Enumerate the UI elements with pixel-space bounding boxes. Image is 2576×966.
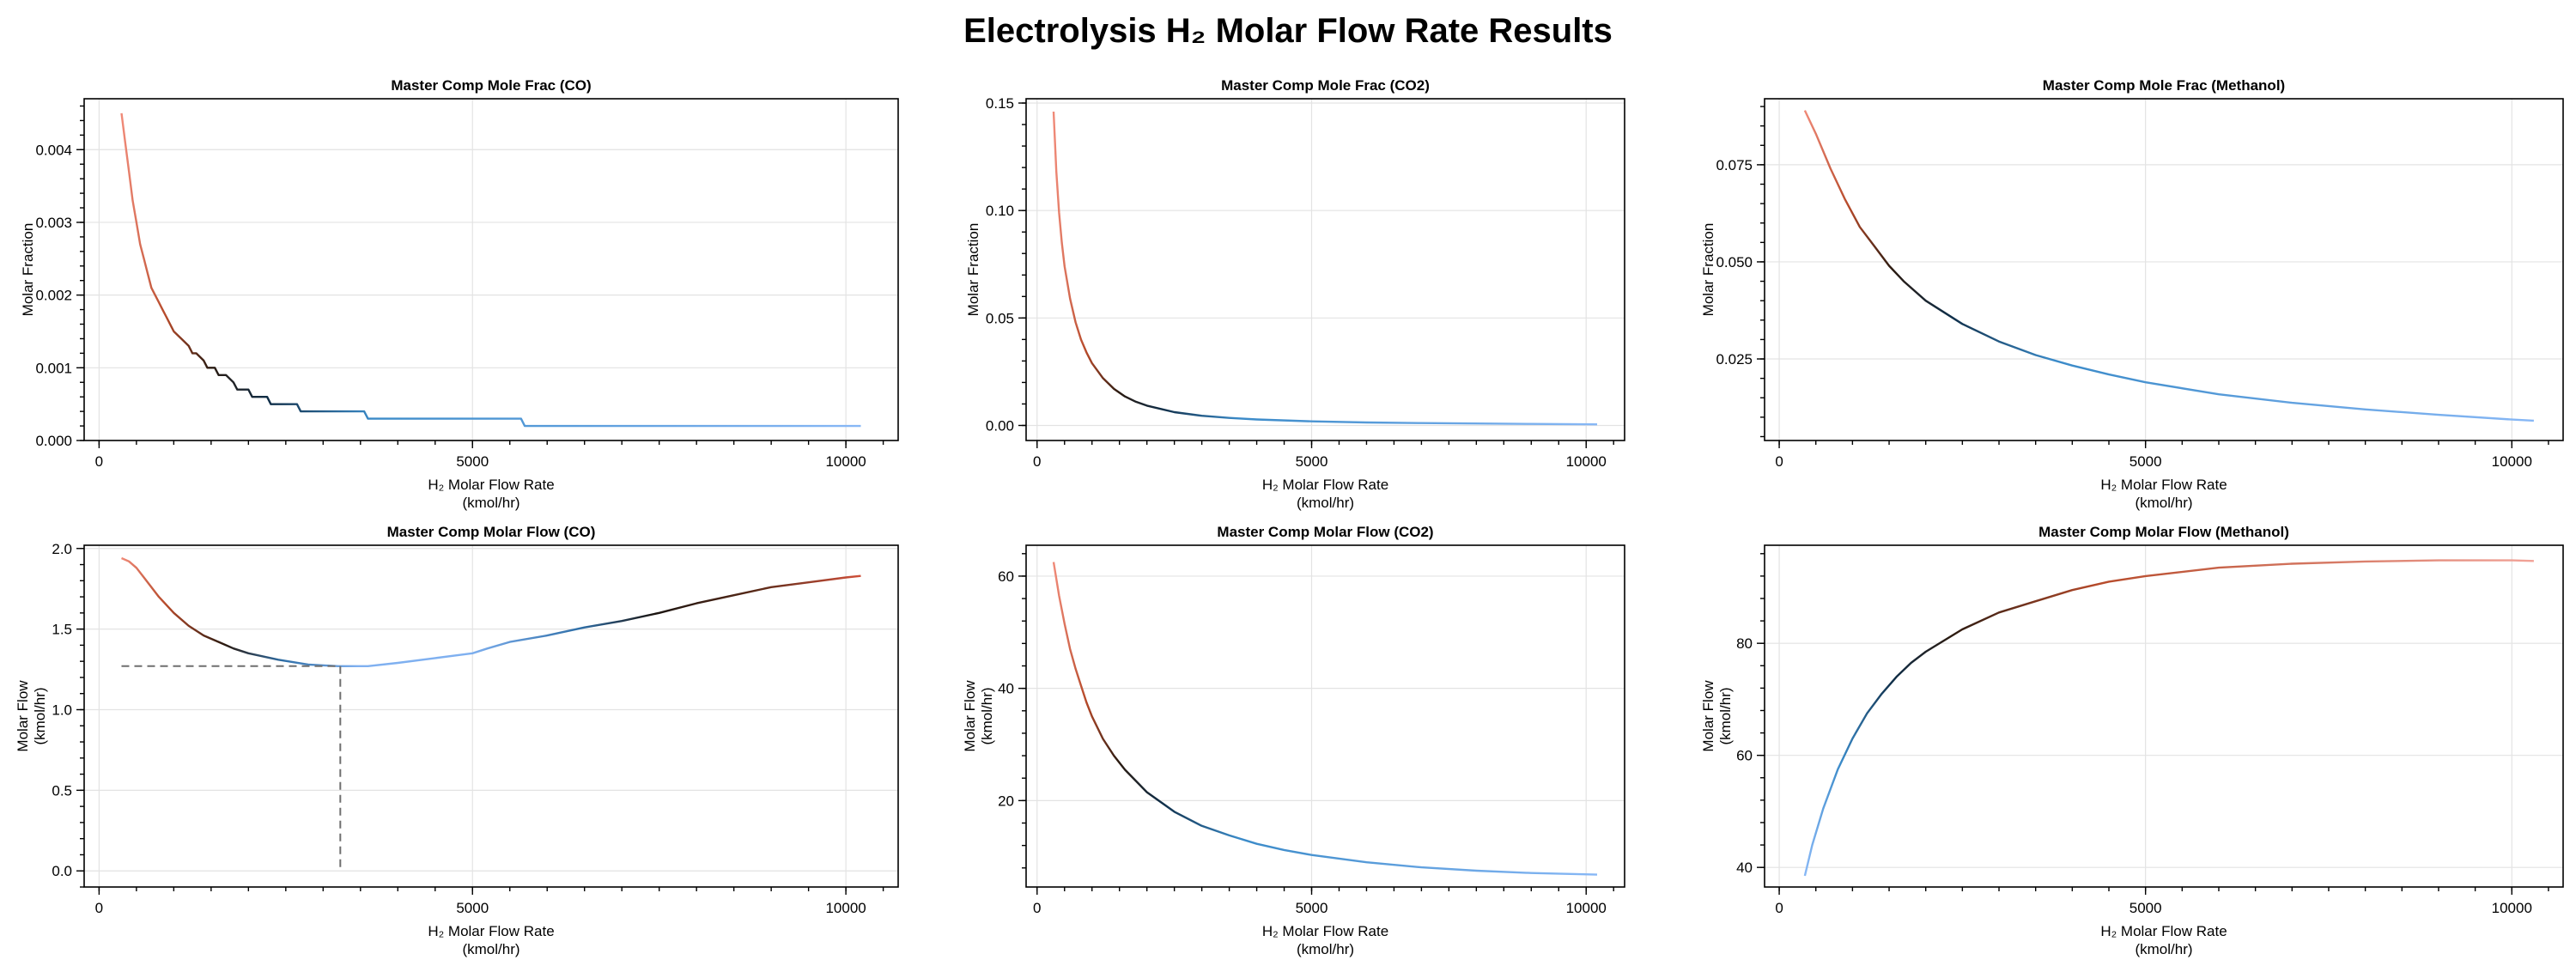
y-tick-label: 2.0 [52, 541, 72, 557]
plot-frame [1025, 544, 1625, 888]
y-tick-label: 60 [1736, 748, 1753, 764]
x-tick-label: 5000 [456, 900, 489, 916]
x-axis-label: H₂ Molar Flow Rate [428, 477, 554, 493]
x-tick-label: 0 [1033, 900, 1041, 916]
y-tick-label: 0.075 [1716, 157, 1753, 173]
series-line-1 [1803, 559, 2534, 877]
x-tick-label: 0 [1775, 453, 1783, 470]
plot-frame [1764, 98, 2564, 441]
x-tick-label: 5000 [2129, 900, 2162, 916]
y-tick-label: 1.0 [52, 702, 72, 718]
y-tick-label: 0.002 [35, 288, 72, 304]
x-tick-label: 0 [95, 900, 103, 916]
y-axis-label: (kmol/hr) [32, 687, 48, 744]
y-tick-label: 0.5 [52, 782, 72, 799]
subplot-1: 0 5000 10000 0.000 0.001 0.002 0.003 0.004 Maste… [20, 77, 899, 511]
x-axis-label: (kmol/hr) [1297, 941, 1354, 957]
subplot-3: 0 5000 10000 0.025 0.050 0.075 Master Comp Mol… [1700, 77, 2564, 511]
plot-frame [1025, 98, 1625, 441]
subplot-5: 0 5000 10000 20 40 60 Master Comp Molar Flow (… [962, 524, 1625, 957]
y-axis-label: (kmol/hr) [1717, 687, 1734, 744]
y-tick-label: 0.10 [986, 203, 1014, 219]
y-tick-label: 0.004 [35, 142, 72, 158]
x-axis-label: H₂ Molar Flow Rate [1262, 477, 1388, 493]
y-tick-label: 0.050 [1716, 254, 1753, 270]
y-tick-label: 20 [998, 793, 1014, 809]
x-tick-label: 10000 [825, 453, 866, 470]
plot-frame [1764, 544, 2564, 888]
series-line-1 [1052, 111, 1598, 426]
y-tick-label: 0.15 [986, 95, 1014, 112]
y-tick-label: 1.5 [52, 622, 72, 638]
x-axis-label: (kmol/hr) [462, 941, 519, 957]
y-tick-label: 0.00 [986, 417, 1014, 434]
x-axis-label: (kmol/hr) [1297, 495, 1354, 511]
x-tick-label: 10000 [2492, 900, 2532, 916]
series-line-1 [1803, 110, 2534, 422]
series-line-1 [120, 112, 861, 428]
x-axis-label: H₂ Molar Flow Rate [2100, 477, 2227, 493]
y-tick-label: 0.003 [35, 215, 72, 231]
y-tick-label: 0.001 [35, 360, 72, 376]
y-tick-label: 0.0 [52, 863, 72, 879]
subplot-4: 0 5000 10000 0.0 0.5 1.0 1.5 2.0 Master Comp Mol… [15, 524, 899, 957]
y-axis-label: Molar Fraction [20, 223, 36, 317]
x-tick-label: 5000 [1296, 453, 1328, 470]
x-axis-label: H₂ Molar Flow Rate [428, 923, 554, 939]
x-tick-label: 5000 [2129, 453, 2162, 470]
subplot-title: Master Comp Mole Frac (CO2) [1221, 77, 1430, 94]
subplot-title: Master Comp Molar Flow (Methanol) [2038, 524, 2289, 540]
y-tick-label: 40 [998, 681, 1014, 697]
series-line-1 [121, 556, 861, 667]
x-axis-label: (kmol/hr) [2135, 495, 2192, 511]
subplot-title: Master Comp Molar Flow (CO2) [1217, 524, 1433, 540]
x-tick-label: 0 [95, 453, 103, 470]
x-axis-label: H₂ Molar Flow Rate [2100, 923, 2227, 939]
x-tick-label: 5000 [1296, 900, 1328, 916]
x-axis-label: H₂ Molar Flow Rate [1262, 923, 1388, 939]
y-tick-label: 60 [998, 568, 1014, 585]
y-axis-label: Molar Fraction [965, 223, 981, 317]
subplot-title: Master Comp Mole Frac (Methanol) [2043, 77, 2285, 94]
y-tick-label: 0.025 [1716, 351, 1753, 368]
y-axis-label: Molar Flow [1700, 680, 1716, 752]
y-axis-label: Molar Fraction [1700, 223, 1716, 317]
x-tick-label: 0 [1775, 900, 1783, 916]
figure-title: Electrolysis H₂ Molar Flow Rate Results [963, 12, 1613, 50]
x-tick-label: 10000 [1566, 453, 1607, 470]
y-tick-label: 0.000 [35, 433, 72, 449]
subplot-title: Master Comp Mole Frac (CO) [391, 77, 591, 94]
series-line-1 [1052, 562, 1598, 876]
subplot-2: 0 5000 10000 0.00 0.05 0.10 0.15 Master Comp Mo… [965, 77, 1625, 511]
x-tick-label: 10000 [825, 900, 866, 916]
x-tick-label: 10000 [1566, 900, 1607, 916]
y-tick-label: 80 [1736, 635, 1753, 652]
x-tick-label: 5000 [456, 453, 489, 470]
x-axis-label: (kmol/hr) [462, 495, 519, 511]
y-axis-label: Molar Flow [15, 680, 31, 752]
x-tick-label: 0 [1033, 453, 1041, 470]
plot-frame [83, 544, 899, 888]
y-axis-label: (kmol/hr) [979, 687, 995, 744]
x-axis-label: (kmol/hr) [2135, 941, 2192, 957]
subplot-title: Master Comp Molar Flow (CO) [387, 524, 596, 540]
x-tick-label: 10000 [2492, 453, 2532, 470]
plot-frame [83, 98, 899, 441]
subplot-6: 0 5000 10000 40 60 80 Master Comp Molar Flow (… [1700, 524, 2564, 957]
y-axis-label: Molar Flow [962, 680, 978, 752]
y-tick-label: 0.05 [986, 310, 1014, 326]
y-tick-label: 40 [1736, 860, 1753, 876]
